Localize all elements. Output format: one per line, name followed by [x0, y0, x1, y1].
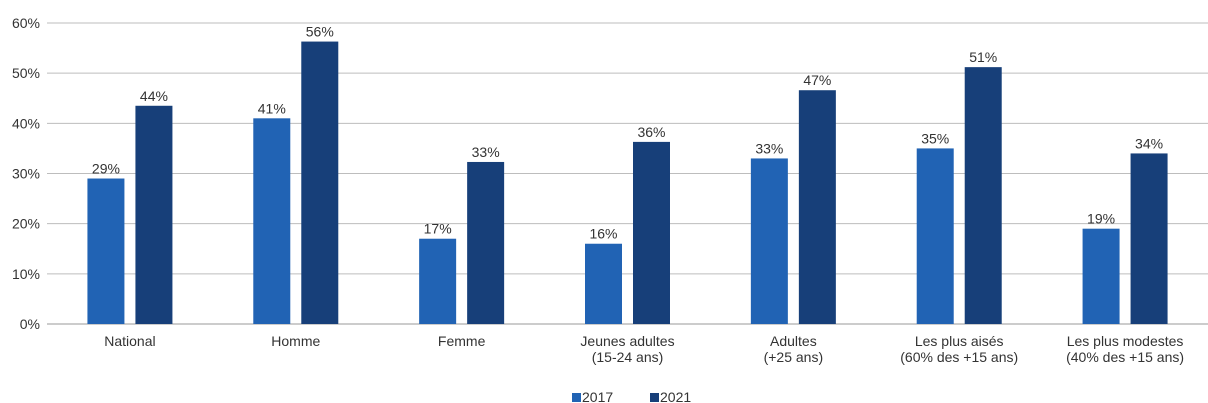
x-tick-label: National [104, 333, 155, 349]
data-label: 19% [1087, 211, 1115, 227]
data-label: 35% [921, 130, 949, 146]
bar-2017-2 [419, 238, 457, 324]
bar-2021-4 [798, 90, 836, 325]
legend: 2017 2021 [572, 389, 691, 403]
x-tick-label: Femme [438, 333, 486, 349]
bar-2021-6 [1130, 153, 1168, 324]
bar-2021-1 [301, 41, 339, 324]
y-tick-label: 40% [12, 115, 40, 131]
x-tick-label: (15-24 ans) [592, 349, 664, 365]
bar-2017-6 [1082, 228, 1120, 324]
y-tick-label: 20% [12, 216, 40, 232]
legend-swatch-2021 [650, 393, 659, 402]
data-label: 34% [1135, 135, 1163, 151]
x-tick-label: Les plus modestes [1067, 333, 1184, 349]
data-label: 36% [637, 124, 665, 140]
bar-2017-5 [916, 148, 954, 324]
bar-2021-2 [467, 161, 505, 324]
data-label: 33% [755, 140, 783, 156]
x-tick-label: Jeunes adultes [580, 333, 674, 349]
bar-2017-1 [253, 118, 291, 324]
y-axis: 0% 10% 20% 30% 40% 50% 60% [12, 15, 40, 332]
data-label: 41% [258, 100, 286, 116]
legend-label-2017: 2017 [582, 389, 613, 403]
data-label: 51% [969, 49, 997, 65]
gridlines [47, 22, 1208, 325]
data-label: 17% [424, 221, 452, 237]
x-tick-label: Adultes [770, 333, 817, 349]
y-tick-label: 10% [12, 266, 40, 282]
bar-2017-4 [750, 158, 788, 324]
data-label: 44% [140, 88, 168, 104]
x-tick-label: (60% des +15 ans) [900, 349, 1018, 365]
legend-label-2021: 2021 [660, 389, 691, 403]
legend-swatch-2017 [572, 393, 581, 402]
bar-2021-0 [135, 105, 173, 325]
data-label: 29% [92, 161, 120, 177]
x-axis: National Homme Femme Jeunes adultes(15-24 a… [104, 333, 1184, 365]
data-label: 33% [472, 144, 500, 160]
y-tick-label: 60% [12, 15, 40, 31]
bar-2021-5 [964, 67, 1002, 324]
x-tick-label: (40% des +15 ans) [1066, 349, 1184, 365]
bars: 29% 44% 41% 56% 17% 33% 16% 36% 33% 47% 35% 51% 19% 3… [87, 24, 1168, 325]
data-label: 47% [803, 72, 831, 88]
data-label: 56% [306, 24, 334, 40]
bar-2017-0 [87, 178, 125, 324]
bar-2017-3 [585, 243, 622, 324]
y-tick-label: 30% [12, 166, 40, 182]
x-tick-label: Homme [271, 333, 320, 349]
x-tick-label: (+25 ans) [764, 349, 824, 365]
x-tick-label: Les plus aisés [915, 333, 1004, 349]
data-label: 16% [589, 226, 617, 242]
y-tick-label: 0% [20, 316, 40, 332]
bar-2021-3 [633, 141, 670, 324]
y-tick-label: 50% [12, 65, 40, 81]
